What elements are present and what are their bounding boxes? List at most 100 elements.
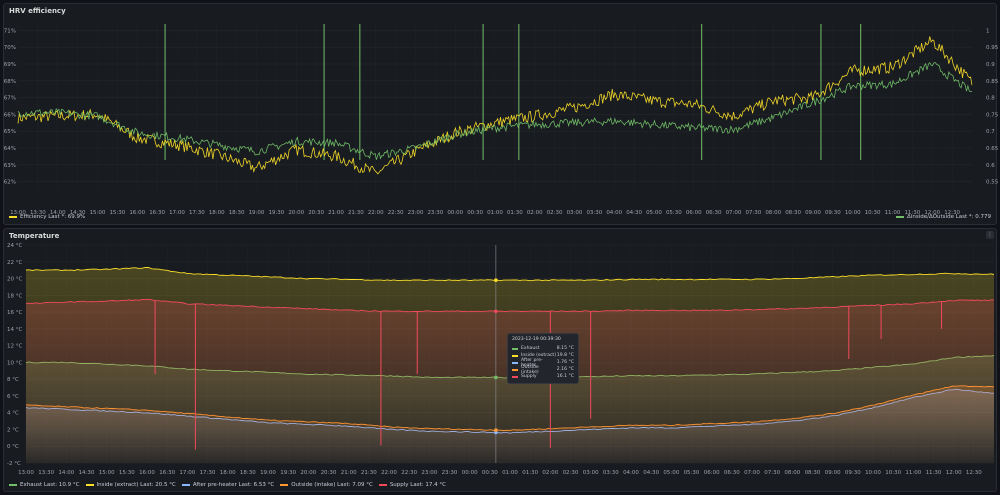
x-tick-label: 21:00	[328, 210, 344, 216]
x-tick-label: 01:30	[507, 210, 523, 216]
y-tick-label: 65%	[4, 129, 16, 135]
x-tick-label: 12:30	[944, 210, 960, 216]
x-tick-label: 07:30	[745, 210, 761, 216]
x-tick-label: 12:00	[924, 210, 940, 216]
panel-title: Temperature	[9, 232, 60, 240]
x-tick-label: 23:30	[442, 470, 458, 476]
tooltip-swatch	[512, 354, 518, 357]
legend-label: Outside (intake) Last: 7.09 °C	[291, 482, 373, 488]
tooltip-series-name: Outside (intake)	[521, 364, 539, 375]
temperature-panel: Temperature ⋮ 24 °C 22 °C 20 °C 18 °C 16 °C 1…	[3, 228, 997, 492]
x-tick-label: 22:00	[381, 470, 397, 476]
x-tick-label: 01:00	[487, 210, 503, 216]
legend-item-inside[interactable]: Inside (extract) Last: 20.5 °C	[85, 482, 176, 488]
hover-tooltip: 2023-12-19 00:39:30 Exhaust 8.15 °C Inside…	[507, 333, 579, 384]
x-tick-label: 22:00	[368, 210, 384, 216]
x-tick-label: 20:00	[300, 470, 316, 476]
x-tick-label: 14:30	[70, 210, 86, 216]
y-tick-label: 67%	[4, 96, 16, 102]
x-tick-label: 17:00	[179, 470, 195, 476]
x-tick-label: 01:00	[502, 470, 518, 476]
y-tick-label: 64%	[4, 146, 16, 152]
y2-tick-label: 0.6	[986, 163, 995, 169]
legend-swatch	[378, 484, 387, 486]
legend-item-after-preheater[interactable]: After pre-heater Last: 6.53 °C	[181, 482, 275, 488]
tooltip-series-name: Supply	[521, 374, 537, 379]
legend-item-ratio[interactable]: Δinside/ΔOutside Last *: 0.779	[896, 214, 991, 220]
x-tick-label: 15:30	[109, 210, 125, 216]
x-tick-label: 00:30	[467, 210, 483, 216]
y2-tick-label: 0.85	[986, 79, 998, 85]
legend-item-supply[interactable]: Supply Last: 17.4 °C	[378, 482, 446, 488]
tooltip-row: Inside (extract) 19.8 °C	[512, 352, 574, 359]
legend-item-exhaust[interactable]: Exhaust Last: 10.9 °C	[9, 482, 80, 488]
x-tick-label: 10:30	[865, 210, 881, 216]
series-line-supply	[25, 298, 994, 313]
x-tick-label: 21:30	[348, 210, 364, 216]
x-tick-label: 03:00	[583, 470, 599, 476]
tooltip-value: 2.16 °C	[556, 367, 574, 372]
x-tick-label: 09:30	[825, 210, 841, 216]
hover-point-inside	[494, 278, 498, 283]
x-tick-label: 11:00	[905, 470, 921, 476]
tooltip-value: 1.76 °C	[556, 360, 574, 365]
y-tick-label: 8 °C	[7, 377, 19, 383]
x-tick-label: 10:00	[865, 470, 881, 476]
x-tick-label: 21:30	[361, 470, 377, 476]
y-tick-label: 0 °C	[7, 444, 19, 450]
y2-tick-label: 0.8	[986, 96, 995, 102]
x-tick-label: 06:30	[706, 210, 722, 216]
legend-label: Inside (extract) Last: 20.5 °C	[96, 482, 176, 488]
x-tick-label: 17:30	[200, 470, 216, 476]
x-tick-label: 18:30	[229, 210, 245, 216]
tooltip-value: 8.15 °C	[556, 346, 574, 351]
legend-item-outside[interactable]: Outside (intake) Last: 7.09 °C	[280, 482, 373, 488]
hover-point-supply	[494, 309, 498, 314]
y-tick-label: 4 °C	[7, 411, 19, 417]
x-tick-label: 12:30	[966, 470, 982, 476]
x-tick-label: 16:30	[149, 210, 165, 216]
tooltip-row: After pre-heater 1.76 °C	[512, 357, 574, 368]
y-tick-label: 63%	[4, 163, 16, 169]
x-tick-label: 04:00	[606, 210, 622, 216]
x-tick-label: 06:00	[704, 470, 720, 476]
x-tick-label: 11:30	[926, 470, 942, 476]
x-tick-label: 15:00	[90, 210, 106, 216]
x-tick-label: 23:30	[427, 210, 443, 216]
panel-menu-icon[interactable]: ⋮	[986, 231, 994, 239]
x-tick-label: 04:00	[623, 470, 639, 476]
x-tick-label: 05:30	[666, 210, 682, 216]
y2-tick-label: 0.7	[986, 129, 995, 135]
y2-tick-label: 0.9	[986, 62, 995, 68]
y2-tick-label: 1	[986, 28, 990, 34]
y-tick-label: 71%	[4, 28, 16, 34]
x-tick-label: 19:30	[280, 470, 296, 476]
legend-item-efficiency[interactable]: Efficiency Last *: 69.9%	[9, 214, 85, 220]
x-tick-label: 18:00	[209, 210, 225, 216]
hover-point-after-preheater	[494, 430, 498, 435]
tooltip-row: Supply 16.1 °C	[512, 373, 574, 380]
legend-label: Supply Last: 17.4 °C	[389, 482, 446, 488]
x-tick-label: 18:30	[240, 470, 256, 476]
x-tick-label: 13:00	[18, 470, 34, 476]
tooltip-rows: Exhaust 8.15 °C Inside (extract) 19.8 °C Aft…	[512, 345, 574, 380]
y-tick-label: -2 °C	[7, 461, 21, 467]
panel-title: HRV efficiency	[9, 7, 66, 15]
y-tick-label: 16 °C	[7, 310, 22, 316]
x-tick-label: 20:00	[288, 210, 304, 216]
tooltip-series-name: After pre-heater	[521, 357, 543, 368]
temperature-chart[interactable]: 24 °C 22 °C 20 °C 18 °C 16 °C 14 °C 12 °C 10 °C…	[4, 229, 998, 493]
x-tick-label: 11:30	[904, 210, 920, 216]
x-tick-label: 17:30	[189, 210, 205, 216]
tooltip-value: 19.8 °C	[556, 353, 574, 358]
efficiency-chart[interactable]: 71% 70% 69% 68% 67% 66% 65% 64% 63% 62% 1 0.95 0.9 0.…	[4, 4, 998, 226]
x-tick-label: 08:30	[785, 210, 801, 216]
x-tick-label: 12:00	[946, 470, 962, 476]
legend-label: After pre-heater Last: 6.53 °C	[192, 482, 275, 488]
y2-tick-label: 0.55	[986, 180, 998, 186]
tooltip-series-name: Exhaust	[521, 346, 540, 351]
y2-tick-label: 0.75	[986, 112, 998, 118]
hover-point-outside	[494, 428, 498, 432]
x-tick-label: 07:00	[726, 210, 742, 216]
efficiency-legend-left: Efficiency Last *: 69.9%	[9, 214, 85, 220]
